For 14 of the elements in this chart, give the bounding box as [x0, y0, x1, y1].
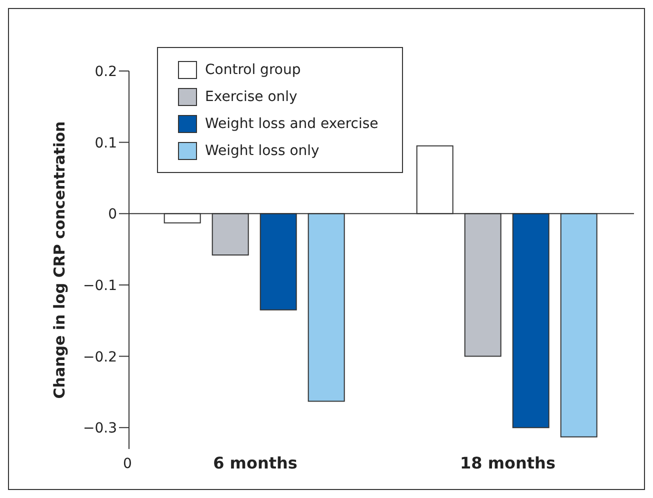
y-tick-label: −0.3 [83, 420, 117, 437]
y-tick-label: 0.2 [94, 64, 117, 80]
legend-label: Control group [205, 62, 301, 78]
text: 0 [123, 456, 132, 472]
x-tick-label: 18 months [460, 453, 556, 472]
legend-label: Exercise only [205, 88, 298, 104]
legend-label: Weight loss and exercise [205, 116, 378, 132]
legend-label: Weight loss only [205, 142, 320, 158]
y-tick-label: 0.1 [94, 135, 117, 152]
y-tick-label: 0 [108, 206, 117, 223]
y-tick-label: −0.1 [83, 278, 117, 294]
y-tick-label: −0.2 [83, 349, 117, 366]
x-tick-label: 6 months [213, 453, 298, 472]
y-axis-title: Change in log CRP concentration [50, 121, 68, 399]
